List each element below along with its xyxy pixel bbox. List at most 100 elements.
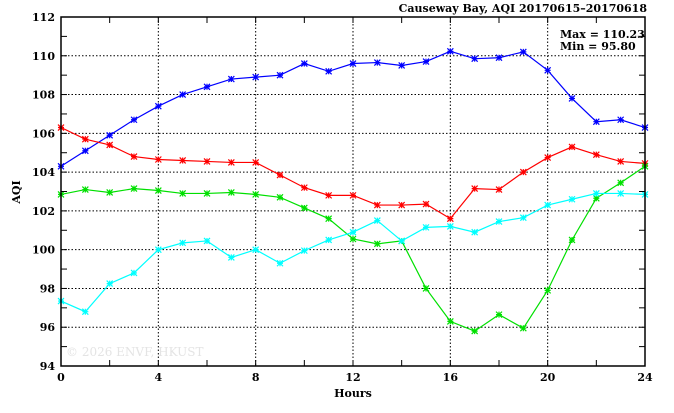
data-point-green xyxy=(373,240,381,248)
y-tick-label: 102 xyxy=(32,205,55,218)
x-tick-label: 12 xyxy=(345,371,360,384)
y-tick-label: 108 xyxy=(32,89,55,102)
min-label: Min = 95.80 xyxy=(560,40,636,53)
data-point-red xyxy=(203,158,211,165)
data-point-blue xyxy=(300,60,308,67)
data-point-blue xyxy=(568,95,576,102)
data-point-cyan xyxy=(349,228,357,236)
data-point-cyan xyxy=(203,237,211,245)
data-point-cyan xyxy=(179,239,187,247)
data-point-red xyxy=(471,185,479,193)
x-axis-label: Hours xyxy=(334,387,372,400)
data-point-green xyxy=(227,189,235,196)
data-point-blue xyxy=(154,102,162,110)
y-tick-label: 110 xyxy=(32,50,55,63)
data-point-cyan xyxy=(227,253,235,261)
data-point-blue xyxy=(495,54,503,62)
data-point-blue xyxy=(349,60,357,67)
data-point-green xyxy=(592,194,600,202)
y-tick-label: 104 xyxy=(32,166,55,179)
ticks: 0 4 8 12 16 20 24 94 96 98 100 102 104 106 108 110 112 xyxy=(32,11,653,384)
data-point-red xyxy=(227,158,235,166)
data-point-cyan xyxy=(519,214,527,222)
data-point-green xyxy=(276,193,284,201)
data-point-red xyxy=(106,141,114,149)
data-point-red xyxy=(398,201,406,209)
data-point-green xyxy=(617,179,625,187)
max-label: Max = 110.23 xyxy=(560,28,645,41)
x-tick-label: 4 xyxy=(155,371,163,384)
data-point-blue xyxy=(203,83,211,91)
data-point-blue xyxy=(227,75,235,83)
data-point-green xyxy=(446,317,454,325)
data-point-cyan xyxy=(398,237,406,245)
data-point-green xyxy=(544,286,552,294)
data-point-blue xyxy=(544,66,552,74)
data-point-red xyxy=(325,191,333,199)
data-point-red xyxy=(592,151,600,159)
data-point-blue xyxy=(325,67,333,75)
data-point-red xyxy=(519,168,527,176)
x-tick-label: 8 xyxy=(252,371,260,384)
data-point-red xyxy=(154,156,162,163)
data-point-red xyxy=(446,215,454,223)
data-point-red xyxy=(617,158,625,165)
x-tick-label: 16 xyxy=(443,371,459,384)
data-point-cyan xyxy=(130,269,138,277)
data-point-green xyxy=(300,204,308,212)
data-point-red xyxy=(544,154,552,161)
data-point-red xyxy=(81,135,89,143)
x-tick-label: 24 xyxy=(637,371,653,384)
data-point-green xyxy=(471,327,479,335)
data-point-blue xyxy=(179,91,187,98)
data-point-red xyxy=(373,201,381,209)
data-point-cyan xyxy=(422,223,430,231)
data-point-blue xyxy=(617,116,625,124)
data-point-green xyxy=(81,186,89,193)
data-point-red xyxy=(179,157,187,164)
watermark: © 2026 ENVF, HKUST xyxy=(66,345,204,359)
y-tick-label: 94 xyxy=(40,360,56,373)
plot-frame xyxy=(60,16,646,367)
data-point-green xyxy=(519,324,527,332)
data-point-cyan xyxy=(106,280,114,288)
y-tick-label: 98 xyxy=(40,282,56,295)
data-point-red xyxy=(130,153,138,161)
data-point-cyan xyxy=(276,259,284,267)
y-tick-label: 112 xyxy=(32,11,55,24)
data-point-cyan xyxy=(617,190,625,197)
data-point-red xyxy=(252,158,260,166)
data-point-green xyxy=(325,215,333,223)
data-point-blue xyxy=(276,71,284,79)
data-point-cyan xyxy=(592,190,600,197)
data-point-cyan xyxy=(544,201,552,209)
data-point-blue xyxy=(446,47,454,55)
data-point-blue xyxy=(373,59,381,66)
data-point-red xyxy=(276,171,284,179)
data-point-green xyxy=(495,311,503,319)
data-point-cyan xyxy=(252,246,260,254)
data-point-red xyxy=(349,191,357,199)
data-point-green xyxy=(568,236,576,244)
data-point-green xyxy=(422,285,430,292)
data-point-blue xyxy=(81,147,89,155)
data-point-cyan xyxy=(373,217,381,225)
data-point-red xyxy=(495,186,503,193)
data-point-red xyxy=(568,143,576,151)
data-point-green xyxy=(349,235,357,243)
data-point-cyan xyxy=(154,246,162,254)
data-point-blue xyxy=(592,118,600,126)
data-point-cyan xyxy=(446,222,454,230)
series-line-red xyxy=(60,126,646,220)
data-point-green xyxy=(154,187,162,194)
data-point-cyan xyxy=(495,218,503,225)
data-point-blue xyxy=(519,48,527,56)
data-point-green xyxy=(130,185,138,193)
grid xyxy=(61,17,645,366)
data-point-cyan xyxy=(471,228,479,236)
data-point-cyan xyxy=(568,195,576,203)
data-point-blue xyxy=(252,73,260,81)
chart-title: Causeway Bay, AQI 20170615–20170618 xyxy=(399,2,648,15)
data-point-red xyxy=(300,184,308,192)
y-axis-label: AQI xyxy=(10,180,23,204)
